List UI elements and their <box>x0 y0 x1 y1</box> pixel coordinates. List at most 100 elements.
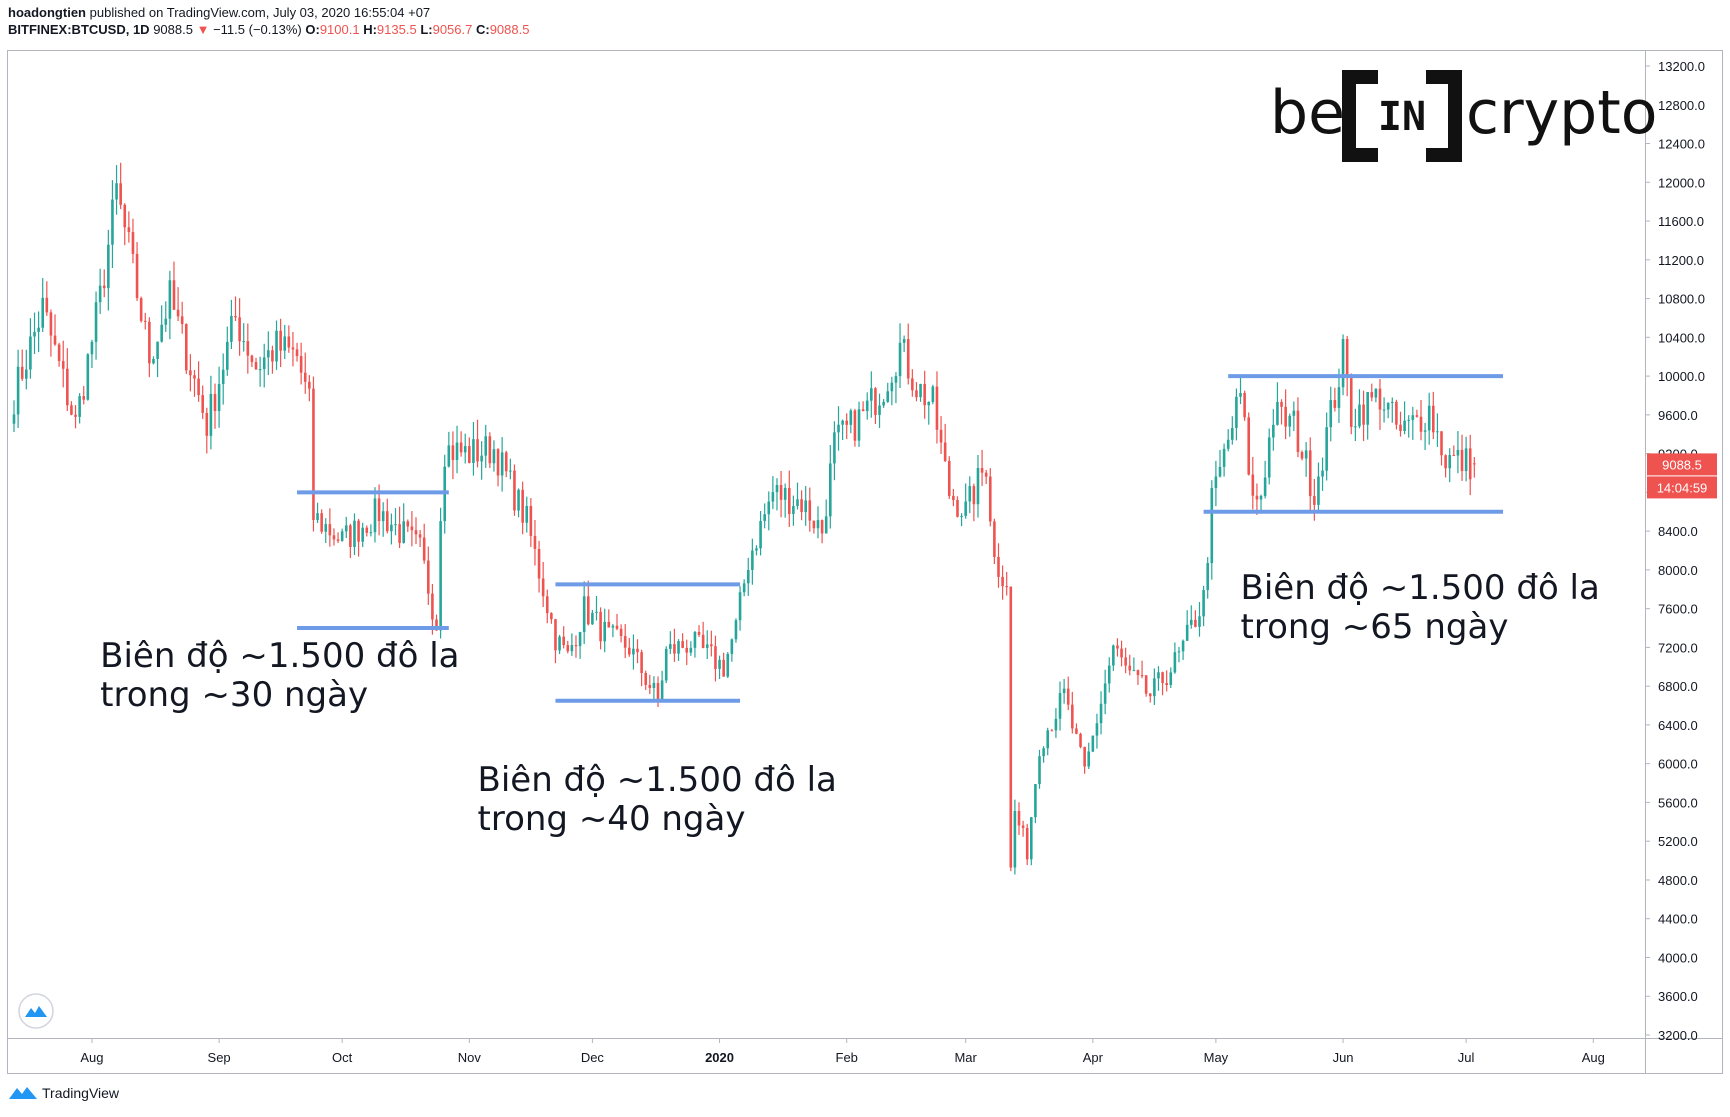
candle <box>283 324 287 360</box>
candle-body <box>1280 401 1283 407</box>
candle-body <box>1103 683 1107 704</box>
candle-body <box>1362 404 1365 425</box>
candle <box>373 487 377 543</box>
candle <box>148 317 151 378</box>
price-tick-label: 12000.0 <box>1658 175 1705 190</box>
candle-body <box>1181 640 1185 652</box>
last-price: 9088.5 <box>153 22 193 37</box>
candle <box>349 523 352 559</box>
candle-body <box>615 625 619 629</box>
candle <box>865 392 869 420</box>
candle-body <box>1263 477 1267 496</box>
candle <box>455 425 459 474</box>
candle <box>238 298 241 356</box>
candle <box>135 242 139 301</box>
candle <box>176 287 180 321</box>
candle-body <box>1066 688 1070 705</box>
candle <box>1329 386 1333 442</box>
candle-body <box>1456 449 1460 456</box>
candle <box>849 408 853 434</box>
candle-body <box>935 386 939 430</box>
candle <box>1243 390 1246 421</box>
candle <box>410 511 414 547</box>
candle-body <box>172 280 176 310</box>
candle <box>1140 660 1144 679</box>
candle-body <box>870 388 873 401</box>
candle <box>90 339 94 369</box>
candle <box>1075 723 1078 735</box>
annotation-line: Biên độ ~1.500 đô la <box>1241 568 1600 608</box>
candle <box>115 165 118 215</box>
candle-body <box>874 388 877 415</box>
price-axis[interactable]: 3200.0 3600.0 4000.0 4400.0 4800.0 5200.0 5600… <box>1645 59 1705 1043</box>
candle-body <box>988 476 992 522</box>
candle <box>111 180 114 268</box>
candle-body <box>504 452 508 472</box>
price-tick-label: 4000.0 <box>1658 950 1698 965</box>
candle <box>439 507 442 639</box>
candle-body <box>1468 448 1472 480</box>
candle-body <box>960 515 963 517</box>
candle-body <box>513 470 516 511</box>
candle <box>1169 667 1173 688</box>
candle-body <box>861 409 865 412</box>
candle-body <box>1075 728 1078 734</box>
candle <box>25 349 28 390</box>
author-name[interactable]: hoadongtien <box>8 5 86 20</box>
price-tick-label: 4800.0 <box>1658 873 1698 888</box>
candle <box>1395 399 1398 430</box>
time-axis[interactable]: Aug Sep Oct Nov Dec 2020 Feb Mar Apr May Jun Jul Aug <box>80 1038 1605 1065</box>
candle <box>488 432 492 468</box>
candle <box>156 341 159 378</box>
candle <box>993 518 996 564</box>
candle-body <box>1099 703 1103 724</box>
candle-body <box>845 420 849 425</box>
badge-circle[interactable] <box>18 993 54 1029</box>
candle <box>427 546 430 605</box>
candle-body <box>353 520 356 547</box>
candle <box>603 608 606 653</box>
footer-brand[interactable]: TradingView <box>8 1085 119 1101</box>
candle <box>271 345 274 374</box>
candle <box>1202 585 1205 627</box>
candle <box>209 375 213 450</box>
candle-body <box>320 513 323 532</box>
price-tick-label: 4400.0 <box>1658 912 1698 927</box>
candle-body <box>919 383 922 398</box>
candle <box>1436 413 1439 447</box>
candle-body <box>595 611 598 613</box>
candle-body <box>295 349 299 357</box>
candle <box>1411 406 1415 440</box>
candle-body <box>455 442 459 460</box>
candle <box>943 423 947 463</box>
candle-body <box>135 253 139 299</box>
price-tick-label: 8000.0 <box>1658 563 1698 578</box>
candle-body <box>714 646 717 669</box>
candle-body <box>143 320 147 322</box>
candle <box>1177 646 1181 663</box>
candle-body <box>841 420 844 425</box>
candle-body <box>1251 474 1255 496</box>
candle-body <box>12 414 16 424</box>
candle-body <box>640 652 643 673</box>
candle <box>1333 387 1337 412</box>
logo-text-be: be <box>1270 78 1345 148</box>
candle <box>500 437 504 492</box>
tradingview-badge[interactable] <box>18 993 54 1029</box>
candle-body <box>1354 426 1357 428</box>
candle <box>365 525 369 537</box>
cloud-icon <box>25 1006 47 1017</box>
candle <box>964 483 967 519</box>
candle-body <box>94 302 98 342</box>
candle-body <box>90 341 94 355</box>
candle-body <box>123 204 127 228</box>
candle <box>484 424 488 468</box>
candle-body <box>673 644 676 654</box>
candle <box>230 299 233 349</box>
candle-body <box>488 436 492 464</box>
candle <box>1042 746 1045 763</box>
candle-body <box>829 463 832 517</box>
candle <box>824 499 828 534</box>
